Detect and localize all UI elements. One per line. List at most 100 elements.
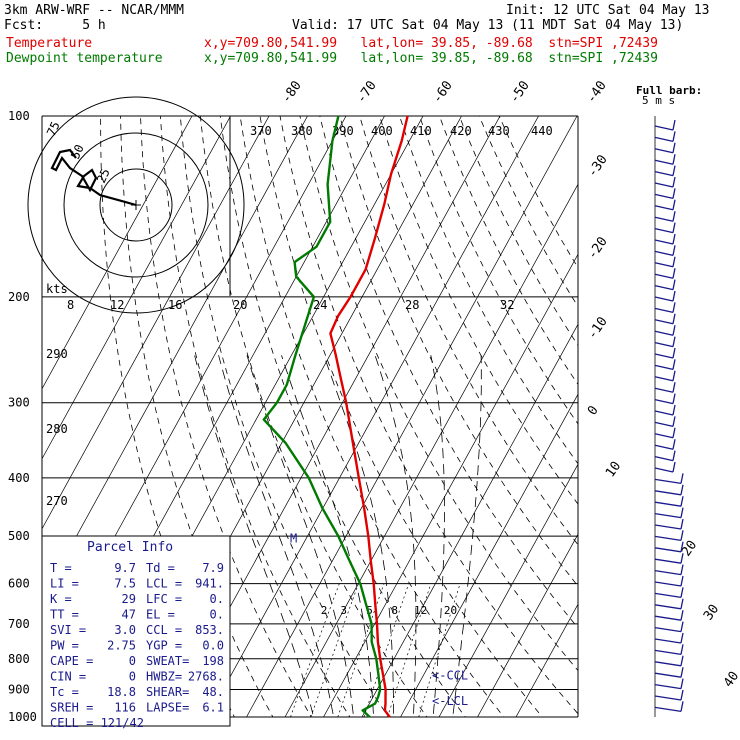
hodo-axis-label: 32: [500, 298, 514, 312]
wind-barb: [654, 410, 674, 416]
marker-label: <-CCL: [432, 669, 468, 683]
isotherm: [400, 393, 578, 717]
marker-label: M: [290, 532, 297, 546]
wind-barb: [654, 364, 674, 371]
wind-barb-flag: [680, 644, 684, 655]
wind-barb: [654, 661, 682, 667]
dry-adiabat: [319, 116, 578, 629]
isotherm-label: 10: [603, 459, 624, 480]
hodo-axis-label: 20: [233, 298, 247, 312]
theta-label: 430: [488, 124, 510, 138]
wind-barb-flag: [672, 416, 676, 427]
header-fcst: Fcst: 5 h: [4, 18, 106, 33]
mixing-ratio-label: 20: [444, 604, 457, 617]
wind-barb: [654, 239, 674, 245]
parcel-row-label: HWBZ=: [146, 670, 182, 684]
parcel-row-value: 198: [202, 654, 224, 668]
parcel-row-value: 0: [129, 654, 136, 668]
wind-barb: [654, 672, 682, 678]
wind-barb: [654, 433, 674, 439]
wind-barb: [654, 398, 674, 405]
isotherm: [361, 323, 578, 717]
dry-adiabat: [160, 116, 351, 717]
wind-barb: [654, 490, 682, 496]
wind-barb: [654, 547, 682, 553]
wind-barb-flag: [680, 632, 684, 644]
wind-barb-flag: [680, 575, 684, 587]
wind-barb-flag: [680, 496, 684, 507]
wind-barb-flag: [672, 461, 676, 473]
wind-legend-units: 5 m s: [642, 94, 675, 107]
wind-barb-flag: [672, 154, 676, 165]
dry-adiabat: [199, 116, 428, 717]
dewpoint-legend-info: x,y=709.80,541.99 lat,lon= 39.85, -89.68…: [204, 51, 658, 66]
wind-barb: [654, 569, 682, 576]
wind-barb-flag: [672, 336, 676, 347]
dry-adiabat: [299, 116, 578, 672]
wind-barb: [654, 512, 682, 519]
dry-adiabat: [219, 116, 466, 717]
parcel-row-label: T =: [50, 561, 72, 575]
wind-barb: [654, 695, 682, 701]
parcel-row-label: PW =: [50, 639, 79, 653]
wind-barb: [654, 387, 674, 393]
parcel-row-value: 2768.: [188, 670, 224, 684]
mixing-ratio-label: 5: [366, 604, 373, 617]
wind-barb-flag: [672, 142, 676, 153]
wind-barb: [654, 421, 674, 428]
wind-barb-flag: [672, 188, 676, 199]
hodo-ring: [27, 96, 245, 314]
parcel-row-label: TT =: [50, 608, 79, 622]
wind-barb: [654, 683, 682, 690]
theta-label: 380: [291, 124, 313, 138]
parcel-cell: CELL = 121/42: [50, 716, 144, 730]
wind-barb: [654, 376, 674, 382]
wind-barb-flag: [672, 382, 676, 393]
wind-barb: [654, 341, 674, 348]
wind-barb: [654, 615, 682, 621]
wind-barb-flag: [672, 290, 676, 302]
parcel-row-label: CCL =: [146, 623, 182, 637]
wind-barbs: Full barb:5 m s: [636, 84, 702, 717]
moist-adiabat: [281, 355, 375, 717]
parcel-row-value: 6.1: [202, 701, 224, 715]
isotherm: [284, 183, 578, 717]
temperature-legend-info: x,y=709.80,541.99 lat,lon= 39.85, -89.68…: [204, 36, 658, 51]
wind-barb-flag: [672, 199, 676, 210]
wind-barb: [654, 182, 674, 188]
wind-barb-flag: [680, 655, 684, 666]
wind-barb: [654, 353, 674, 359]
dry-adiabat: [478, 116, 578, 308]
parcel-row-label: Tc =: [50, 685, 79, 699]
mixing-ratio-label: 3: [340, 604, 347, 617]
wind-barb-flag: [672, 222, 676, 233]
wind-barb: [654, 592, 682, 599]
hodo-ring-label: 25: [94, 166, 113, 185]
dry-adiabat: [399, 116, 578, 465]
hodo-ring-label: 75: [44, 119, 63, 138]
parcel-row-label: LI =: [50, 577, 79, 591]
isotherm: [42, 116, 193, 390]
dry-adiabat: [458, 116, 578, 347]
wind-barb: [654, 330, 674, 336]
wind-barb: [654, 307, 674, 314]
wind-barb: [654, 501, 682, 507]
pressure-tick-label: 600: [8, 577, 30, 591]
isotherm-label: 30: [701, 602, 722, 623]
parcel-row-value: 853.: [195, 623, 224, 637]
wind-barb-flag: [672, 256, 676, 267]
hodo-axis-label: 24: [313, 298, 327, 312]
hodo-trace: [50, 148, 137, 207]
isotherm: [477, 533, 578, 717]
wind-barb-flag: [680, 484, 684, 495]
wind-barb-flag: [672, 233, 676, 245]
wind-barb: [654, 444, 674, 450]
moist-adiabat: [430, 355, 445, 717]
isotherm-label: 40: [721, 669, 740, 690]
isotherm: [42, 116, 231, 460]
wind-barb: [654, 159, 674, 165]
wind-barb-flag: [680, 701, 684, 712]
isotherm: [42, 116, 308, 600]
dry-adiabat: [259, 116, 543, 717]
pressure-tick-label: 300: [8, 396, 30, 410]
